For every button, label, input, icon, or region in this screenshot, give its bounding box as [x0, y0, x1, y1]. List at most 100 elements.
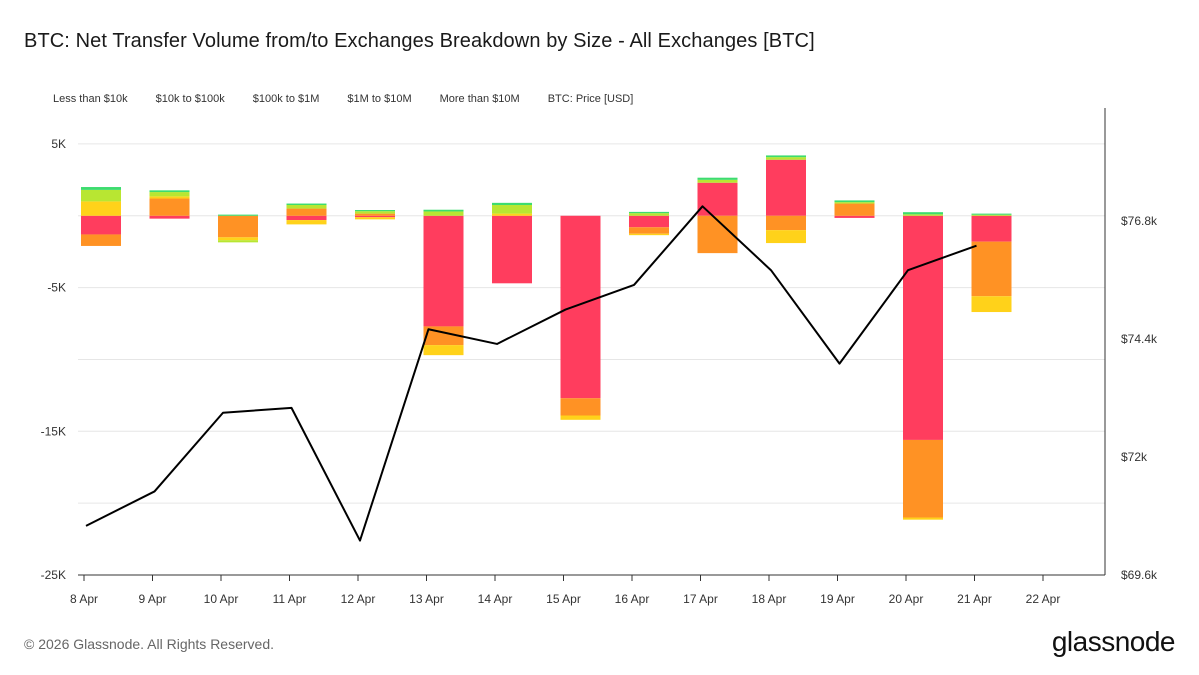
bar-segment[interactable]: [834, 215, 875, 218]
bar-segment[interactable]: [903, 212, 943, 215]
bar-segment[interactable]: [81, 215, 121, 235]
bar-segment[interactable]: [697, 215, 738, 254]
bar-segment[interactable]: [218, 240, 258, 243]
bar-segment[interactable]: [766, 230, 806, 244]
bar-segment[interactable]: [903, 517, 943, 520]
bar-segment[interactable]: [355, 215, 395, 218]
bar-segment[interactable]: [560, 215, 601, 399]
bar-segment[interactable]: [286, 208, 327, 216]
bar-segment[interactable]: [971, 215, 1012, 242]
bar-segment[interactable]: [149, 192, 190, 197]
bar-segment[interactable]: [766, 155, 806, 158]
price-line-layer: [85, 205, 977, 542]
x-tick-label: 20 Apr: [889, 592, 924, 606]
bar-segment[interactable]: [218, 214, 258, 216]
bar-segment[interactable]: [560, 398, 601, 416]
y-left-tick-label: 5K: [51, 137, 66, 151]
axes: 5K -5K -15K -25K $76.8k $74.4k $72k $69.6k 8 Apr…: [41, 108, 1158, 606]
bar-segment[interactable]: [560, 415, 601, 420]
bar-segment[interactable]: [766, 159, 806, 216]
bar-segment[interactable]: [81, 201, 121, 216]
y-left-tick-label: -25K: [41, 568, 66, 582]
y-left-tick-label: -5K: [47, 281, 66, 295]
bar-segment[interactable]: [149, 190, 190, 193]
legend-item-100k-to-1m[interactable]: $100k to $1M: [252, 93, 320, 105]
bar-segment[interactable]: [423, 215, 464, 327]
x-tick-label: 17 Apr: [683, 592, 718, 606]
bar-segment[interactable]: [355, 217, 395, 220]
bar-segment[interactable]: [423, 209, 464, 212]
x-tick-label: 9 Apr: [138, 592, 166, 606]
bar-segment[interactable]: [903, 214, 943, 216]
x-tick-label: 12 Apr: [341, 592, 376, 606]
bar-segment[interactable]: [149, 198, 190, 216]
chart-legend: Less than $10k $10k to $100k $100k to $1…: [53, 93, 633, 105]
bar-segment[interactable]: [423, 345, 464, 356]
bar-segment[interactable]: [697, 182, 738, 216]
x-tick-label: 18 Apr: [752, 592, 787, 606]
x-tick-label: 19 Apr: [820, 592, 855, 606]
bar-segment[interactable]: [492, 213, 532, 216]
bar-segment[interactable]: [286, 220, 327, 225]
btc-price-line[interactable]: [85, 205, 977, 542]
x-tick-label: 21 Apr: [957, 592, 992, 606]
bar-segment[interactable]: [629, 227, 669, 234]
legend-item-less-than-10k[interactable]: Less than $10k: [53, 93, 128, 105]
bar-segment[interactable]: [971, 213, 1012, 215]
x-tick-label: 13 Apr: [409, 592, 444, 606]
bar-segment[interactable]: [629, 211, 669, 214]
bar-segment[interactable]: [971, 214, 1012, 216]
legend-item-more-than-10m[interactable]: More than $10M: [439, 93, 520, 105]
y-right-tick-label: $69.6k: [1121, 568, 1158, 582]
y-right-tick-label: $72k: [1121, 450, 1148, 464]
bar-segment[interactable]: [218, 215, 258, 238]
bar-segment[interactable]: [971, 296, 1012, 313]
legend-item-10k-to-100k[interactable]: $10k to $100k: [155, 93, 225, 105]
bar-segment[interactable]: [834, 203, 875, 216]
bar-segment[interactable]: [834, 200, 875, 203]
bar-segment[interactable]: [149, 215, 190, 219]
chart-title: BTC: Net Transfer Volume from/to Exchang…: [24, 30, 815, 52]
legend-item-btc-price[interactable]: BTC: Price [USD]: [547, 93, 634, 105]
bar-segment[interactable]: [903, 439, 943, 518]
bar-segment[interactable]: [629, 213, 669, 216]
bar-segment[interactable]: [81, 234, 121, 246]
bar-segment[interactable]: [697, 177, 738, 180]
bar-segment[interactable]: [766, 157, 806, 160]
bar-segment[interactable]: [834, 202, 875, 204]
bar-segment[interactable]: [492, 215, 532, 284]
bar-segment[interactable]: [81, 187, 121, 190]
bar-segment[interactable]: [286, 215, 327, 221]
bar-segment[interactable]: [81, 189, 121, 202]
y-left-tick-label: -15K: [41, 424, 66, 438]
legend-item-1m-to-10m[interactable]: $1M to $10M: [347, 93, 412, 105]
bar-segment[interactable]: [629, 215, 669, 228]
bar-segment[interactable]: [903, 215, 943, 440]
x-tick-label: 22 Apr: [1026, 592, 1061, 606]
x-tick-label: 16 Apr: [615, 592, 650, 606]
bar-segment[interactable]: [492, 202, 532, 205]
y-right-tick-label: $76.8k: [1121, 214, 1158, 228]
bar-segment[interactable]: [766, 215, 806, 231]
bar-segment[interactable]: [355, 210, 395, 212]
bars: [81, 155, 1012, 520]
bar-segment[interactable]: [355, 213, 395, 216]
bar-segment[interactable]: [423, 211, 464, 216]
x-tick-label: 15 Apr: [546, 592, 581, 606]
bar-segment[interactable]: [218, 237, 258, 241]
bar-segment[interactable]: [697, 179, 738, 183]
bar-segment[interactable]: [629, 233, 669, 236]
bar-segment[interactable]: [149, 196, 190, 199]
y-right-tick-label: $74.4k: [1121, 332, 1158, 346]
bar-segment[interactable]: [355, 211, 395, 214]
bar-segment[interactable]: [286, 203, 327, 205]
glassnode-logo[interactable]: glassnode: [1051, 626, 1176, 657]
bar-segment[interactable]: [971, 241, 1012, 297]
x-tick-label: 10 Apr: [204, 592, 239, 606]
x-tick-label: 14 Apr: [478, 592, 513, 606]
x-tick-label: 8 Apr: [70, 592, 98, 606]
x-tick-label: 11 Apr: [273, 592, 307, 606]
bar-segment[interactable]: [492, 204, 532, 214]
bar-segment[interactable]: [286, 204, 327, 209]
